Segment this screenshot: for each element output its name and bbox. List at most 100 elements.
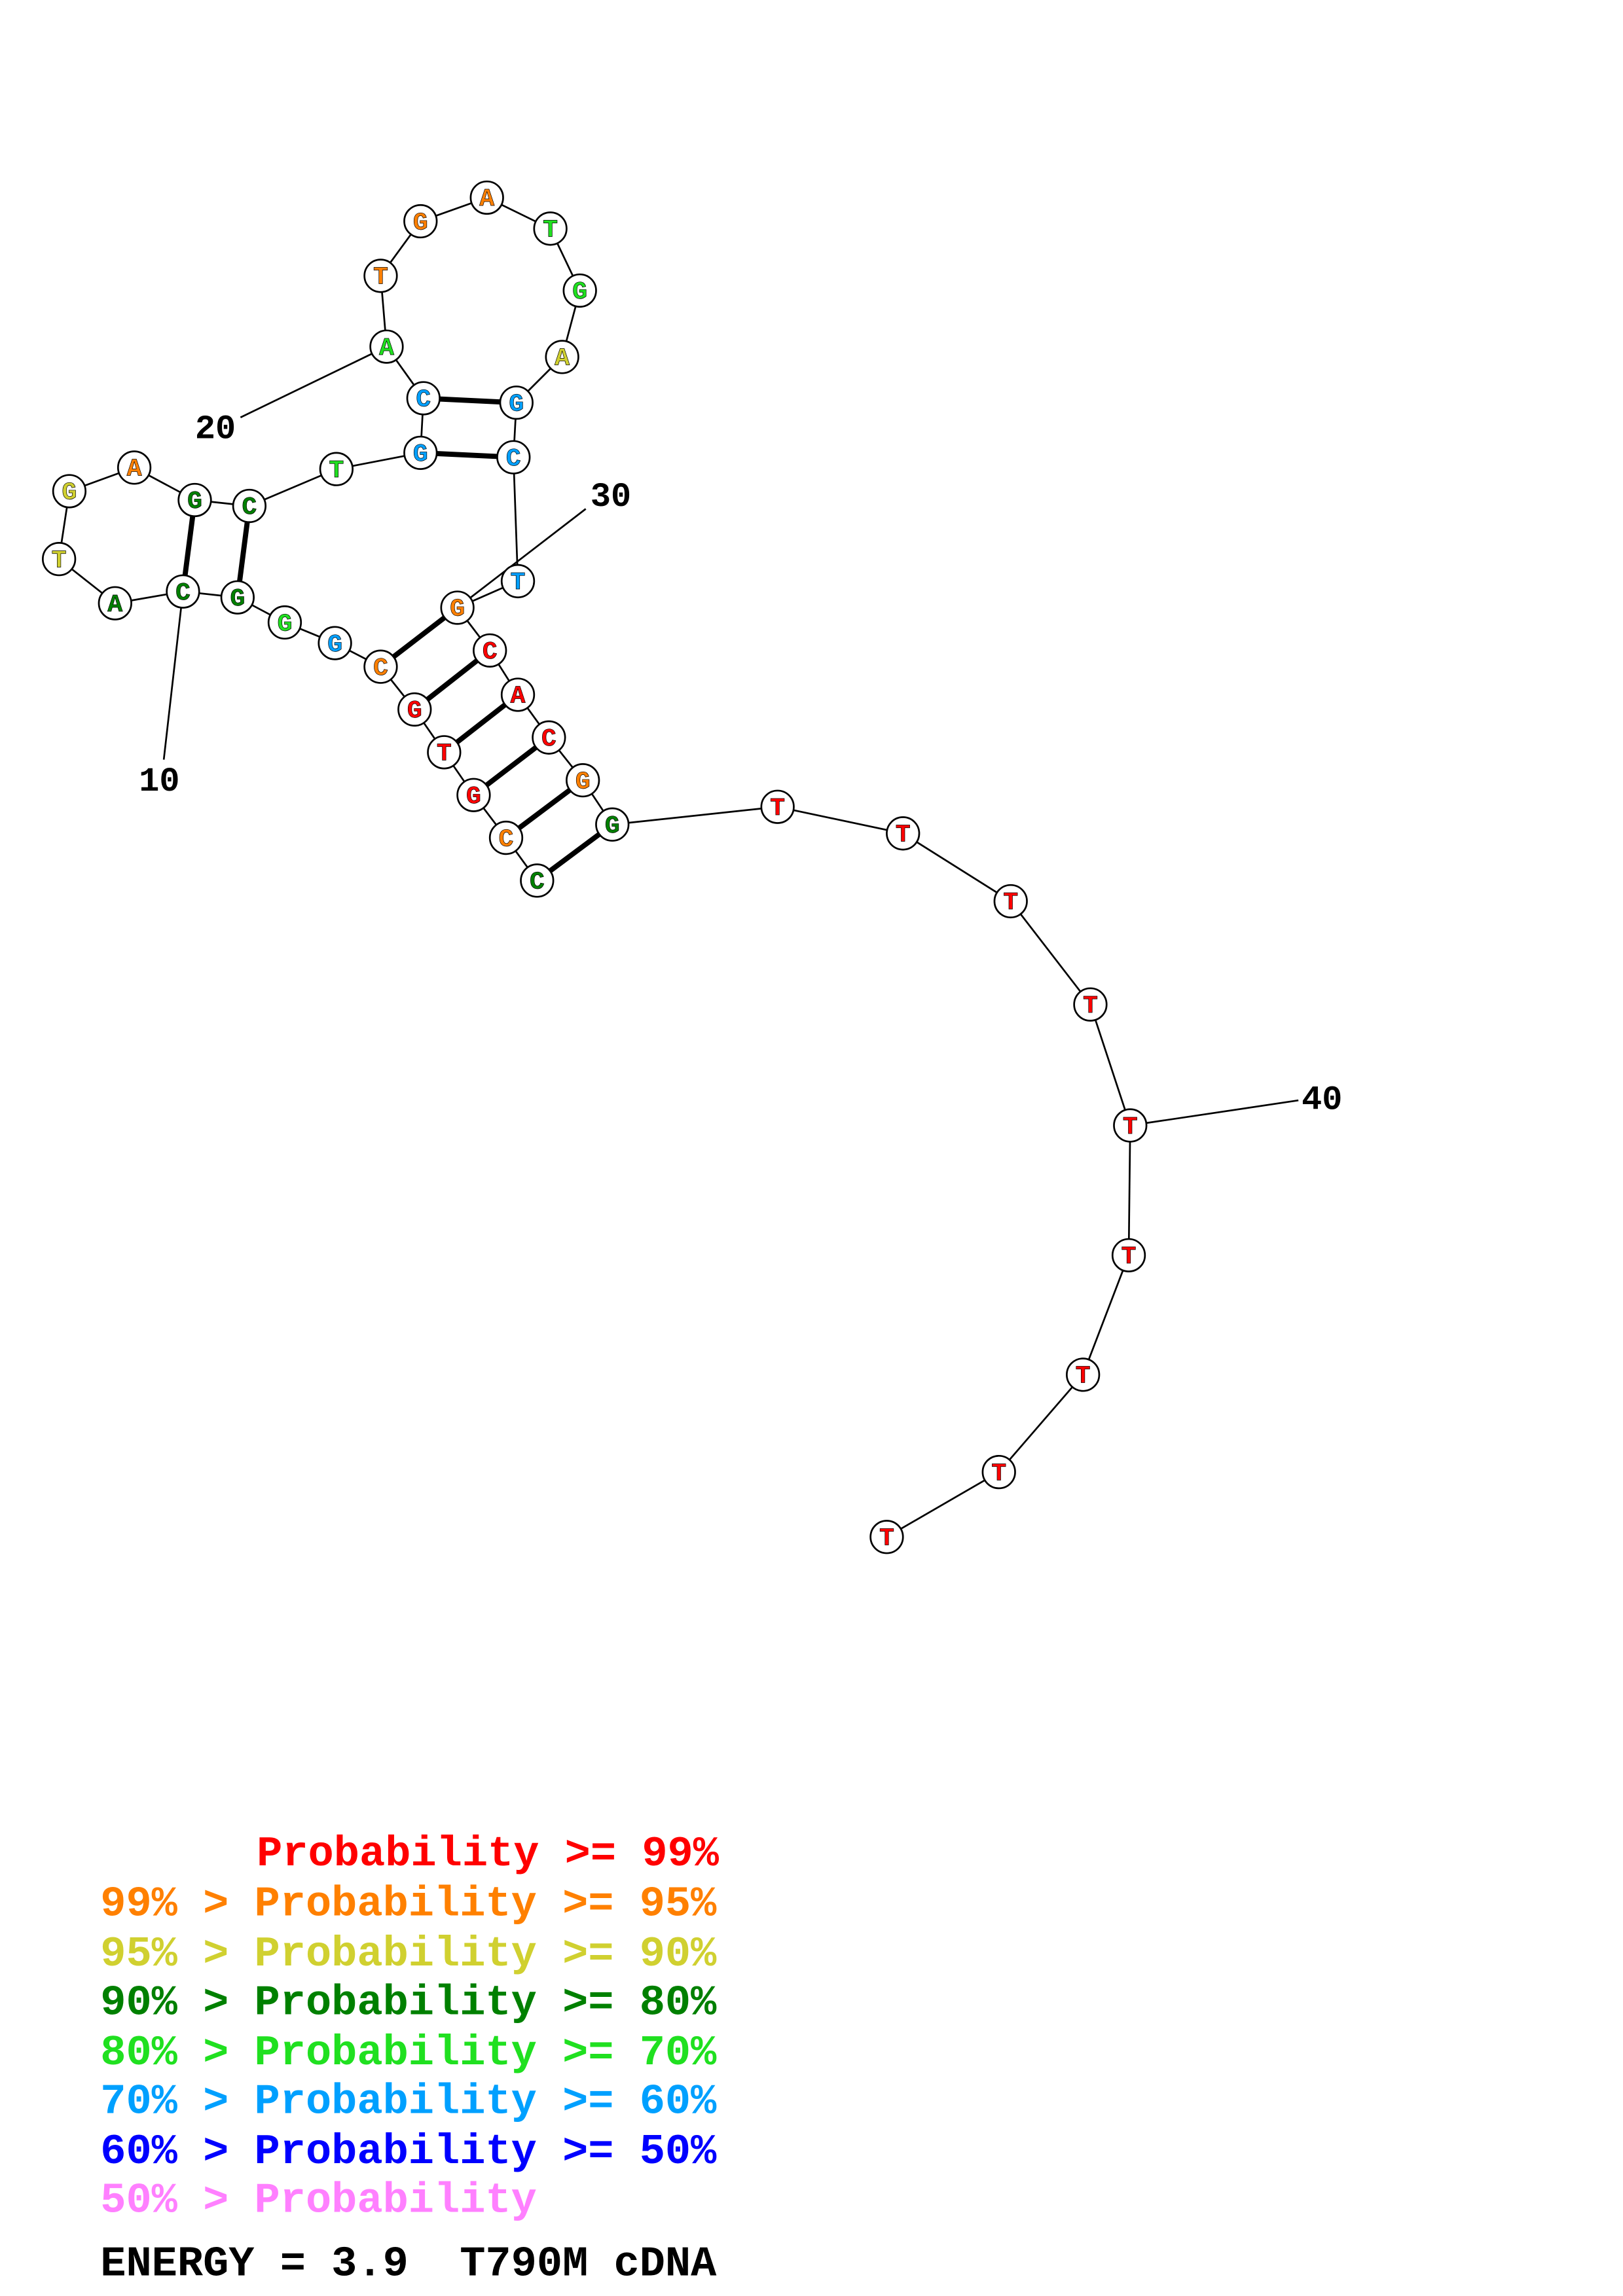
nucleotide-letter: T (770, 794, 785, 823)
nucleotide-circle (363, 649, 398, 684)
nucleotide-circle (500, 564, 536, 599)
nucleotide-letter: T (879, 1524, 894, 1553)
nucleotide-letter: G (466, 782, 481, 811)
legend-entry: 60% > Probability >= 50% (100, 2128, 717, 2176)
nucleotide-circle (993, 884, 1028, 919)
nucleotide-circle (406, 381, 441, 416)
nucleotide-letter: C (506, 444, 521, 473)
nucleotide-letter: A (479, 185, 494, 213)
nucleotide-circle (1073, 987, 1108, 1022)
energy-footer: ENERGY = 3.9 T790M cDNA (100, 2240, 717, 2288)
nucleotide-letter: C (530, 868, 545, 897)
legend-entry: 99% > Probability >= 95% (100, 1880, 717, 1928)
nucleotide-letter: G (575, 767, 591, 796)
nucleotide-circle (1111, 1238, 1146, 1272)
legend-entry: 95% > Probability >= 90% (100, 1930, 717, 1979)
nucleotide-circle (232, 488, 267, 524)
nucleotide-letter: A (511, 682, 526, 711)
position-label: 20 (195, 410, 236, 448)
nucleotide-circle (267, 605, 302, 640)
nucleotide-circle (42, 541, 77, 577)
nucleotide-letter: T (1083, 992, 1098, 1020)
nucleotide-letter: T (1123, 1113, 1138, 1141)
nucleotide-letter: C (416, 386, 431, 414)
backbone-segment (612, 806, 778, 826)
nucleotide-letter: G (277, 609, 292, 638)
nucleotide-letter: C (175, 579, 191, 607)
nucleotide-circle (1066, 1357, 1101, 1392)
legend-entry: 70% > Probability >= 60% (100, 2077, 717, 2126)
nucleotide-circle (319, 452, 354, 486)
nucleotide-letter: T (1122, 1242, 1137, 1271)
nucleotide-letter: T (543, 216, 558, 245)
nucleotide-letter: C (541, 725, 556, 753)
nucleotide-letter: C (373, 654, 388, 683)
position-label: 40 (1302, 1081, 1342, 1120)
nucleotide-circle (595, 807, 630, 842)
nucleotide-letter: G (187, 487, 202, 516)
nucleotide-letter: T (437, 740, 452, 768)
position-labels: 10 20 30 40 (139, 346, 1342, 1126)
backbone-segment (998, 1374, 1084, 1473)
label-leader (456, 508, 587, 609)
nucleotide-circle (566, 763, 600, 798)
nucleotide-circle (363, 259, 398, 293)
legend-entry: 80% > Probability >= 70% (100, 2029, 717, 2077)
nucleotide-circle (403, 435, 438, 471)
nucleotide-circle (499, 386, 534, 420)
nucleotide-letter: T (896, 821, 911, 850)
nucleotide-letter: G (62, 478, 77, 507)
nucleotide-circle (533, 211, 568, 246)
nucleotide-letter: G (413, 440, 428, 469)
nucleotide-letter: T (1003, 888, 1018, 917)
nucleotide-letter: G (407, 696, 422, 725)
nucleotide-circle (469, 180, 504, 215)
nucleotide-letter: G (230, 584, 245, 613)
nucleotide-letter: T (373, 263, 388, 292)
nucleotide-letter: T (329, 456, 344, 485)
nucleotide-circle (397, 692, 432, 727)
backbone-segment (902, 833, 1012, 903)
backbone-segment (1089, 1004, 1131, 1126)
nucleotide-circle (440, 590, 475, 625)
backbone-segment (1082, 1255, 1130, 1375)
nucleotide-circle (52, 474, 87, 509)
nucleotide-circle (520, 863, 555, 898)
nucleotide-letter: T (991, 1459, 1006, 1488)
nucleotide-circle (488, 820, 524, 855)
nucleotide-letter: G (509, 389, 524, 418)
label-leader (240, 346, 388, 418)
nucleotide-letter: A (555, 344, 570, 373)
nucleotide-circle (496, 440, 531, 475)
nucleotide-letter: T (1076, 1362, 1091, 1391)
nucleotide-letter: C (242, 493, 257, 522)
backbone-segment (1010, 901, 1091, 1005)
nucleotide-letter: G (327, 630, 342, 659)
nucleotide-circle (98, 586, 132, 620)
backbone-segment (1127, 1125, 1131, 1255)
nucleotide-letter: T (511, 568, 526, 597)
nucleotide-circle (318, 626, 352, 660)
nucleotide-circle (117, 450, 152, 485)
nucleotide-letter: T (52, 546, 67, 575)
nucleotide-circle (981, 1454, 1016, 1490)
position-label: 10 (139, 762, 179, 801)
nucleotide-circle (220, 580, 255, 615)
nucleotide-letter: G (450, 595, 465, 624)
nucleotide-circle (545, 340, 579, 374)
nucleotide-circle (500, 677, 536, 712)
position-label: 30 (591, 478, 631, 516)
backbone-segment (512, 457, 519, 581)
nucleotide-letter: G (605, 812, 620, 840)
nucleotide-circle (166, 574, 200, 609)
label-leader (162, 591, 184, 760)
nucleotide-letter: A (107, 590, 122, 619)
legend-entry: Probability >= 99% (257, 1830, 720, 1878)
label-leader (1130, 1099, 1299, 1126)
base-pairs (180, 395, 614, 883)
nucleotide-circle (456, 778, 491, 812)
nucleotide-letter: C (499, 825, 514, 853)
legend-entry: 90% > Probability >= 80% (100, 1979, 717, 2027)
